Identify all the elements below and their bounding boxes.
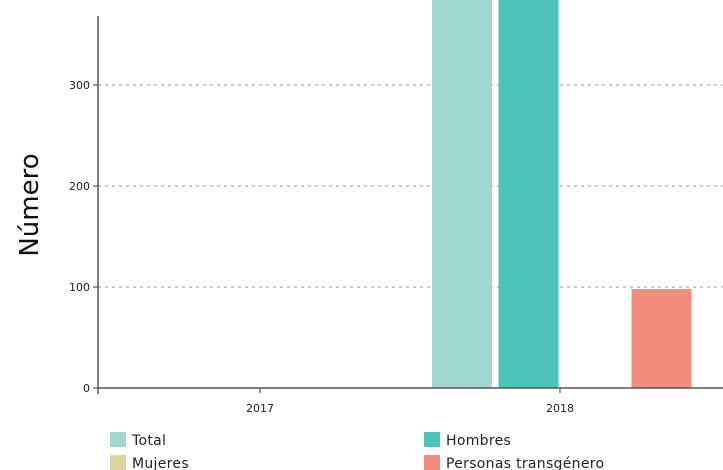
- bar-total-2018: [432, 0, 492, 389]
- axes-layer: [97, 16, 723, 394]
- y-tick-label-0: 0: [83, 382, 90, 395]
- legend: Total Hombres Mujeres Personas transgénero: [110, 432, 604, 470]
- legend-label-hombres: Hombres: [446, 433, 511, 449]
- legend-swatch-mujeres: [110, 455, 126, 470]
- legend-swatch-total: [110, 432, 126, 447]
- bar-hombres-2018: [498, 0, 559, 388]
- bar-personas-transgénero-2018: [631, 289, 692, 388]
- x-tick-label-2018: 2018: [546, 402, 574, 415]
- x-tick-label-2017: 2017: [246, 402, 274, 415]
- legend-swatch-hombres: [424, 432, 440, 447]
- y-tick-label-100: 100: [69, 281, 90, 294]
- legend-label-mujeres: Mujeres: [132, 456, 189, 470]
- legend-swatch-personas-transgénero: [424, 455, 440, 470]
- legend-label-personas-transgénero: Personas transgénero: [446, 456, 604, 470]
- grid-layer: [98, 84, 723, 288]
- y-tick-label-300: 300: [69, 79, 90, 92]
- legend-label-total: Total: [131, 433, 166, 449]
- bars-layer: [432, 0, 692, 389]
- y-axis-label: Número: [15, 153, 45, 256]
- y-tick-label-200: 200: [69, 180, 90, 193]
- ticks-layer: 010020030040050020172018: [69, 79, 574, 415]
